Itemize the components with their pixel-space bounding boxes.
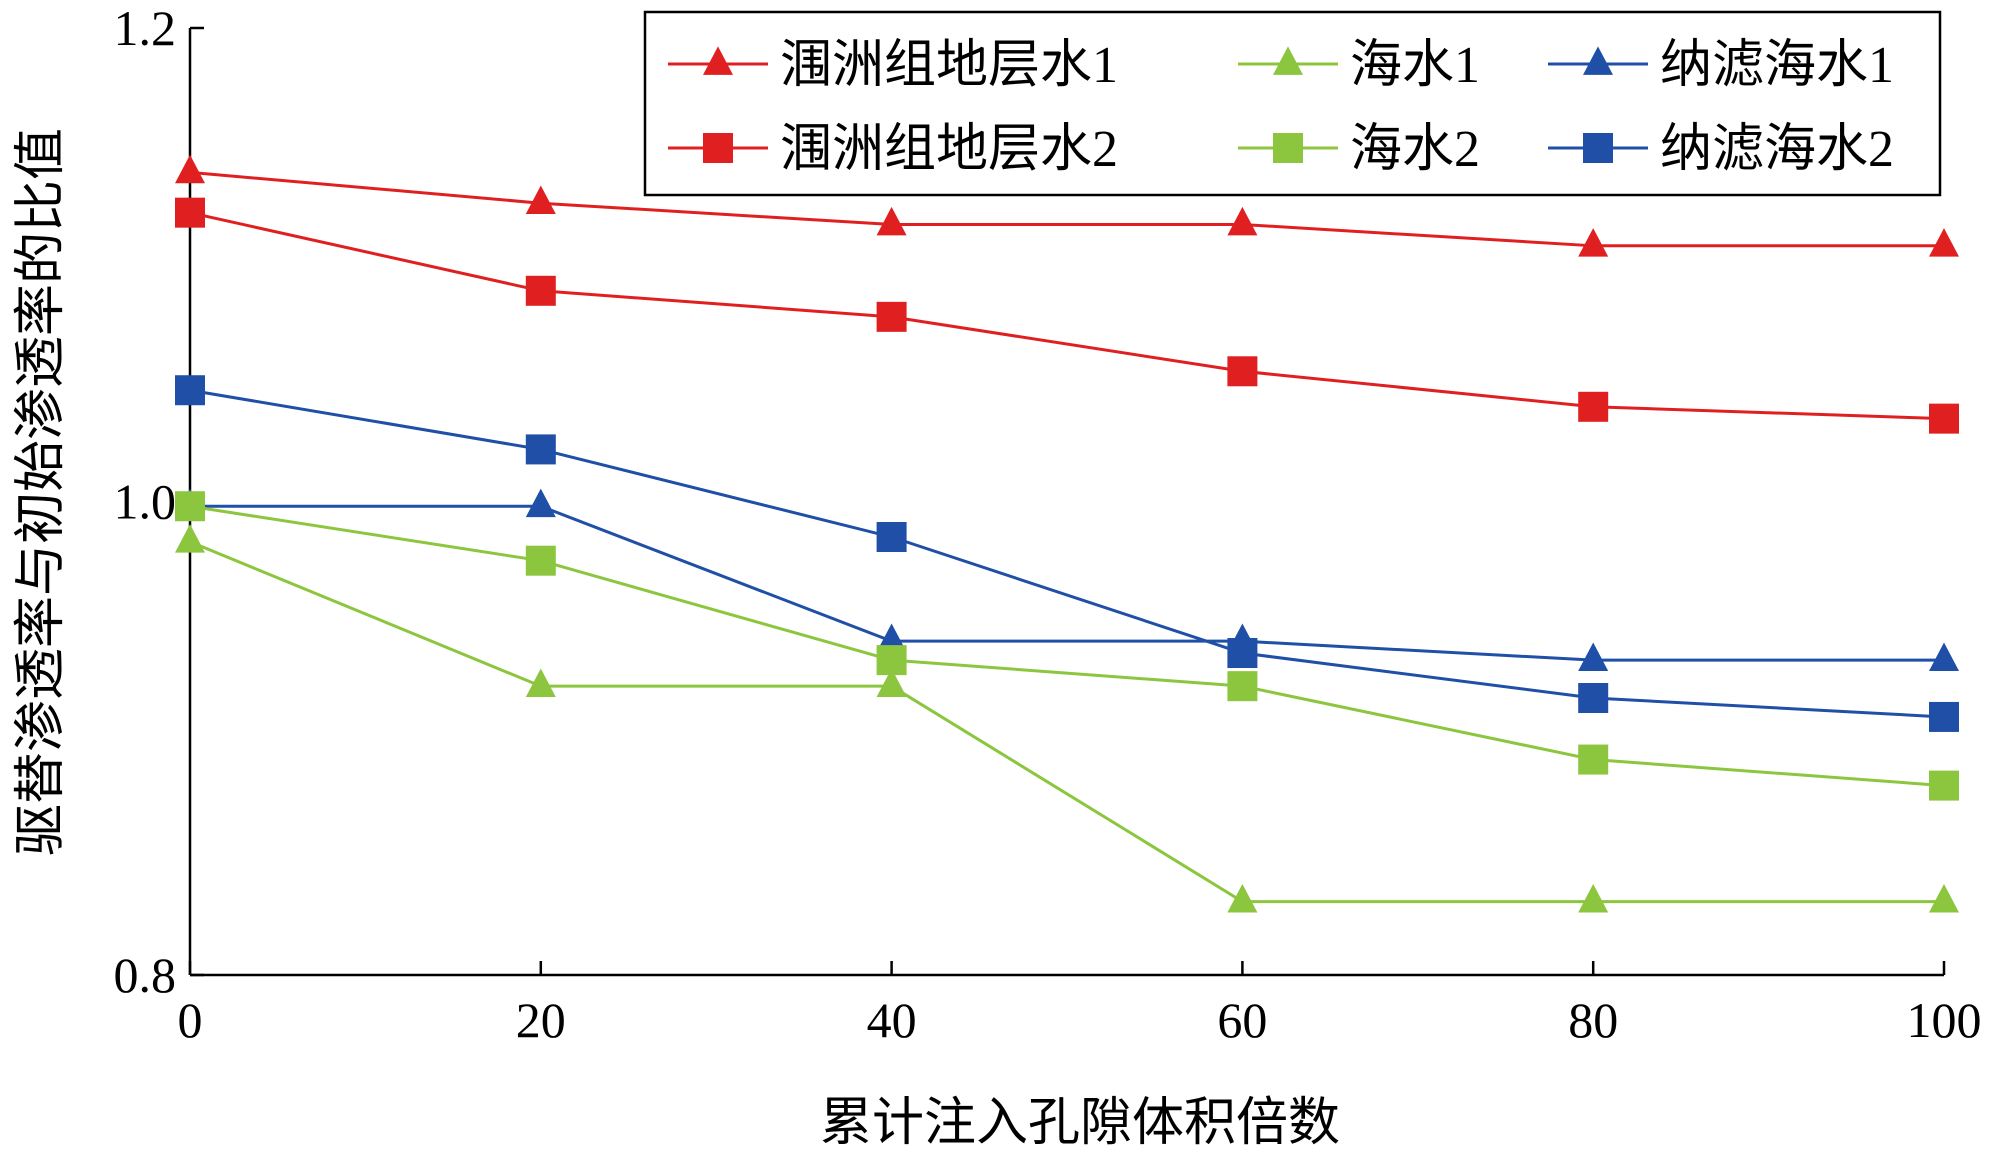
data-point-triangle [175, 524, 205, 553]
legend-label: 纳滤海水2 [1660, 121, 1894, 178]
x-tick-label: 40 [867, 992, 917, 1048]
data-point-triangle [876, 623, 907, 653]
series-line [189, 170, 1944, 248]
data-point-triangle [525, 488, 556, 518]
x-tick-label: 60 [1217, 992, 1267, 1048]
x-tick-label: 100 [1907, 992, 1982, 1048]
series-2 [175, 524, 1959, 913]
data-point-square [1227, 638, 1258, 669]
series-line [189, 211, 1945, 421]
y-tick-label: 0.8 [114, 947, 177, 1003]
data-point-triangle [175, 154, 205, 184]
data-point-square [1227, 356, 1258, 387]
y-axis-label: 驱替渗透率与初始渗透率的比值 [13, 128, 70, 856]
data-point-triangle [1929, 228, 1959, 257]
y-tick-label: 1.0 [114, 474, 177, 530]
data-point-triangle [1578, 228, 1609, 257]
series-line [190, 504, 1944, 662]
legend-swatch-marker [1273, 46, 1303, 75]
data-point-square [175, 375, 205, 406]
x-tick-label: 20 [516, 992, 566, 1048]
data-point-square [525, 545, 556, 576]
series-6 [175, 375, 1959, 732]
data-point-square [1929, 770, 1959, 801]
legend-swatch-marker [703, 133, 733, 163]
legend-swatch-marker [1583, 46, 1613, 75]
data-point-triangle [1929, 642, 1959, 671]
series-layer [175, 154, 1959, 913]
data-point-triangle [1578, 883, 1609, 913]
data-point-square [876, 301, 907, 332]
series-3 [175, 488, 1959, 671]
legend-swatch-marker [703, 46, 733, 75]
x-axis-label: 累计注入孔隙体积倍数 [820, 1095, 1340, 1152]
legend-label: 纳滤海水1 [1660, 37, 1894, 94]
legend-label: 涠洲组地层水1 [780, 37, 1118, 94]
data-point-square [1227, 671, 1258, 702]
data-point-square [525, 434, 556, 465]
series-4 [175, 197, 1959, 434]
data-point-square [1929, 701, 1959, 732]
x-tick-label: 80 [1568, 992, 1618, 1048]
series-5 [175, 491, 1959, 801]
legend-box [643, 10, 1942, 197]
data-point-square [876, 522, 907, 553]
data-point-triangle [876, 206, 907, 236]
series-line [189, 388, 1945, 719]
data-point-square [175, 491, 205, 522]
data-point-triangle [525, 668, 556, 697]
y-tick-label: 1.2 [114, 0, 177, 56]
data-point-square [175, 197, 205, 228]
data-point-square [1578, 744, 1609, 775]
series-1 [175, 154, 1959, 257]
series-line [189, 504, 1945, 788]
legend-swatch-marker [1273, 133, 1303, 163]
data-point-square [1578, 391, 1609, 422]
data-point-square [1929, 403, 1959, 434]
data-point-triangle [1929, 883, 1959, 913]
data-point-square [876, 645, 907, 676]
legend-label: 涠洲组地层水2 [780, 121, 1118, 178]
data-point-triangle [1227, 206, 1258, 236]
legend-label: 海水1 [1350, 37, 1480, 94]
data-point-triangle [876, 668, 907, 697]
series-line [189, 540, 1944, 904]
data-point-square [525, 275, 556, 306]
legend: 涠洲组地层水1 海水1 纳滤海水1 涠洲组地层水2 海水2 纳滤海水2 [643, 10, 1942, 197]
data-point-triangle [525, 185, 556, 215]
legend-swatch-marker [1583, 133, 1613, 163]
axes: 0 20 40 60 80 100 0.8 1.0 1.2 [114, 0, 1982, 1048]
data-point-triangle [1227, 883, 1258, 913]
data-point-triangle [1578, 642, 1609, 671]
x-tick-label: 0 [178, 992, 203, 1048]
legend-label: 海水2 [1350, 121, 1480, 178]
data-point-square [1578, 683, 1609, 714]
